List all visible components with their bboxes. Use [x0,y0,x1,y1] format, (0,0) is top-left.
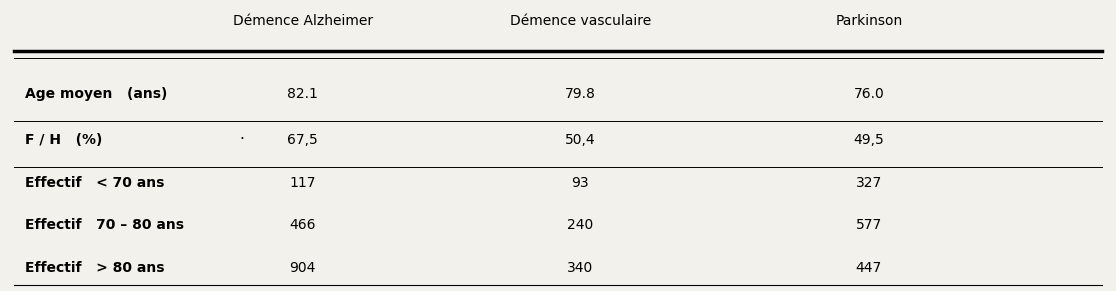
Text: 50,4: 50,4 [565,133,596,147]
Text: 904: 904 [289,261,316,275]
Text: Démence vasculaire: Démence vasculaire [510,15,651,29]
Text: 93: 93 [571,175,589,190]
Text: Effectif   > 80 ans: Effectif > 80 ans [25,261,164,275]
Text: 117: 117 [289,175,316,190]
Text: Effectif   70 – 80 ans: Effectif 70 – 80 ans [25,219,184,233]
Text: 340: 340 [567,261,594,275]
Text: 76.0: 76.0 [854,87,884,101]
Text: 240: 240 [567,219,594,233]
Text: Démence Alzheimer: Démence Alzheimer [232,15,373,29]
Text: 466: 466 [289,219,316,233]
Text: Parkinson: Parkinson [835,15,903,29]
Text: 327: 327 [856,175,882,190]
Text: Age moyen   (ans): Age moyen (ans) [25,87,167,101]
Text: 82.1: 82.1 [287,87,318,101]
Text: 49,5: 49,5 [854,133,884,147]
Text: 67,5: 67,5 [287,133,318,147]
Text: F / H   (%): F / H (%) [25,133,103,147]
Text: Effectif   < 70 ans: Effectif < 70 ans [25,175,164,190]
Text: 79.8: 79.8 [565,87,596,101]
Text: 447: 447 [856,261,882,275]
Text: 577: 577 [856,219,882,233]
Text: ·: · [239,132,244,147]
